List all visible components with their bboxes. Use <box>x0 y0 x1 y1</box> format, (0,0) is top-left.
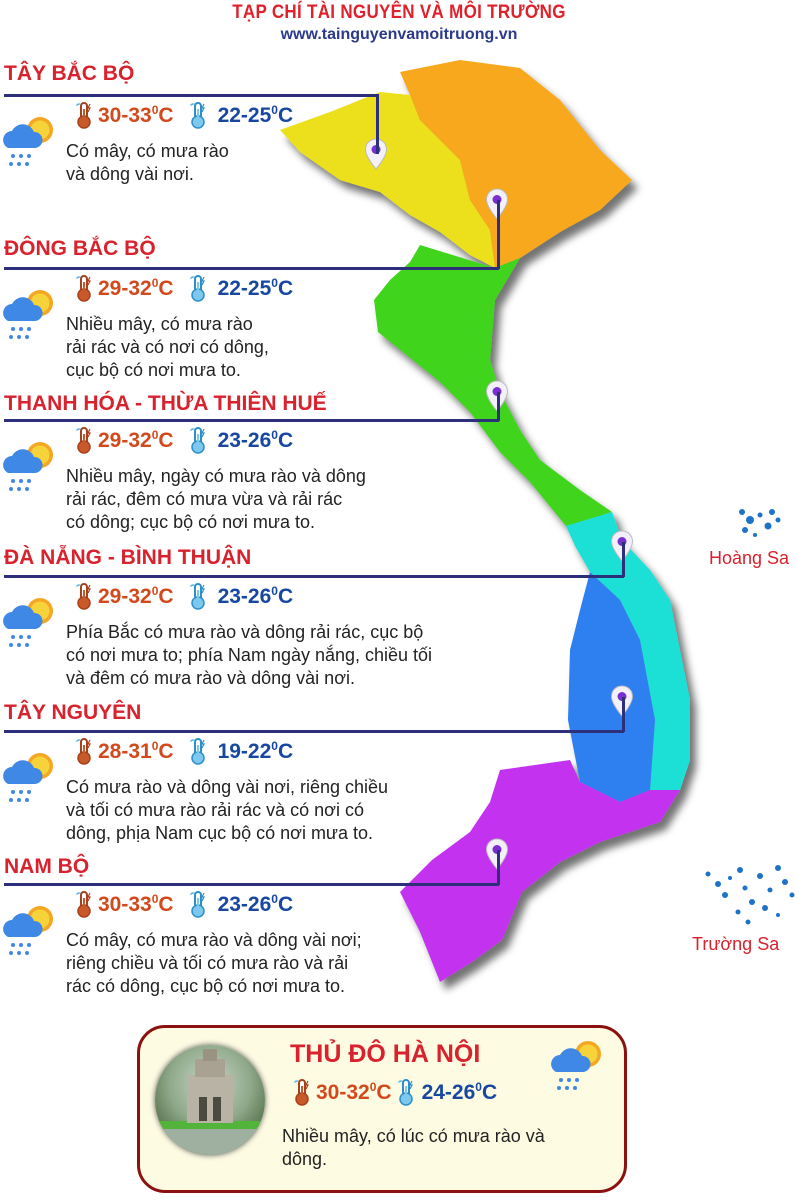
region-name: TÂY NGUYÊN <box>4 701 142 724</box>
thermometer-hot-icon <box>74 426 94 454</box>
capital-temperatures: 30-320C 24-260C <box>292 1078 497 1106</box>
region-name: NAM BỘ <box>4 855 90 878</box>
thermometer-cold-icon <box>188 274 208 302</box>
magazine-title: TẠP CHÍ TÀI NGUYÊN VÀ MÔI TRƯỜNG <box>232 0 566 23</box>
low-temp: 23-260C <box>217 427 294 452</box>
region-temperatures: 29-320C 23-260C <box>74 582 293 610</box>
thermometer-hot-icon <box>74 101 94 129</box>
map-region-nam-trung-bo <box>566 512 690 790</box>
cloud-sun-rain-icon <box>548 1038 606 1094</box>
thermometer-cold-icon <box>188 101 208 129</box>
map-region-tay-nguyen <box>568 572 655 802</box>
hoan-kiem-turtle-tower-photo <box>155 1045 265 1155</box>
high-temp: 28-310C <box>98 738 174 763</box>
region-description: Nhiều mây, ngày có mưa rào và dông rải rá… <box>66 466 366 532</box>
region-connector-line <box>497 392 500 421</box>
region-temperatures: 29-320C 22-250C <box>74 274 293 302</box>
low-temp: 23-260C <box>217 891 294 916</box>
thermometer-cold-icon <box>188 582 208 610</box>
low-temp: 23-260C <box>217 583 294 608</box>
low-temp: 19-220C <box>217 738 294 763</box>
high-temp: 30-330C <box>98 102 174 127</box>
label-hoang-sa: Hoàng Sa <box>709 548 790 568</box>
region-temperatures: 30-330C 22-250C <box>74 101 293 129</box>
label-truong-sa: Trường Sa <box>692 934 780 954</box>
low-temp: 22-250C <box>217 102 294 127</box>
region-connector-line <box>4 575 624 578</box>
region-connector-line <box>4 883 499 886</box>
thermometer-cold-icon <box>188 426 208 454</box>
thermometer-cold-icon <box>188 890 208 918</box>
region-connector-line <box>497 850 500 885</box>
thermometer-hot-icon <box>292 1078 312 1106</box>
paracel-islands <box>739 509 781 537</box>
region-name: TÂY BẮC BỘ <box>4 62 135 85</box>
region-description: Có mưa rào và dông vài nơi, riêng chiều v… <box>66 777 389 843</box>
cloud-sun-rain-icon <box>0 750 58 806</box>
cloud-sun-rain-icon <box>0 287 58 343</box>
map-region-tay-bac <box>280 92 495 268</box>
region-connector-line <box>4 267 499 270</box>
region-description: Nhiều mây, có mưa rào rải rác và có nơi c… <box>66 314 269 380</box>
region-connector-line <box>376 94 379 154</box>
low-temp: 22-250C <box>217 275 294 300</box>
capital-title: THỦ ĐÔ HÀ NỘI <box>290 1040 481 1068</box>
thermometer-hot-icon <box>74 737 94 765</box>
region-connector-line <box>622 542 625 577</box>
thermometer-cold-icon <box>188 737 208 765</box>
high-temp: 29-320C <box>98 427 174 452</box>
cloud-sun-rain-icon <box>0 114 58 170</box>
region-connector-line <box>4 419 499 422</box>
website-url[interactable]: www.tainguyenvamoitruong.vn <box>280 26 518 43</box>
region-connector-line <box>497 200 500 269</box>
cloud-sun-rain-icon <box>0 595 58 651</box>
region-temperatures: 30-330C 23-260C <box>74 890 293 918</box>
thermometer-hot-icon <box>74 890 94 918</box>
region-description: Có mây, có mưa rào và dông vài nơi; riêng… <box>66 930 362 996</box>
region-name: ĐÔNG BẮC BỘ <box>4 237 156 260</box>
map-region-dong-bac <box>400 60 632 268</box>
capital-low-temp: 24-260C <box>421 1079 498 1104</box>
region-connector-line <box>4 730 624 733</box>
capital-description: Nhiều mây, có lúc có mưa rào và dông. <box>282 1126 545 1169</box>
region-temperatures: 29-320C 23-260C <box>74 426 293 454</box>
region-connector-line <box>4 94 378 97</box>
high-temp: 29-320C <box>98 583 174 608</box>
spratly-islands <box>705 865 795 925</box>
thermometer-hot-icon <box>74 274 94 302</box>
thermometer-hot-icon <box>74 582 94 610</box>
region-name: THANH HÓA - THỪA THIÊN HUẾ <box>4 392 327 415</box>
cloud-sun-rain-icon <box>0 903 58 959</box>
map-region-nam-bo <box>400 760 680 982</box>
region-name: ĐÀ NẴNG - BÌNH THUẬN <box>4 546 252 569</box>
region-description: Phía Bắc có mưa rào và dông rải rác, cục… <box>66 622 433 688</box>
cloud-sun-rain-icon <box>0 439 58 495</box>
high-temp: 29-320C <box>98 275 174 300</box>
capital-high-temp: 30-320C <box>316 1079 392 1104</box>
region-temperatures: 28-310C 19-220C <box>74 737 293 765</box>
high-temp: 30-330C <box>98 891 174 916</box>
region-connector-line <box>622 697 625 732</box>
thermometer-cold-icon <box>396 1078 416 1106</box>
region-description: Có mây, có mưa rào và dông vài nơi. <box>66 141 229 184</box>
